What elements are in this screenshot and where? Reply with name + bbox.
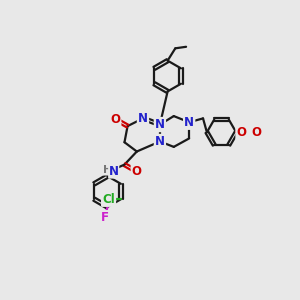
- Text: N: N: [109, 165, 119, 178]
- Text: O: O: [132, 165, 142, 178]
- Text: N: N: [184, 116, 194, 129]
- Text: Cl: Cl: [102, 193, 115, 206]
- Text: N: N: [138, 112, 148, 125]
- Text: O: O: [251, 126, 262, 139]
- Text: N: N: [155, 118, 165, 131]
- Text: H: H: [103, 165, 112, 175]
- Text: N: N: [155, 135, 165, 148]
- Text: F: F: [100, 211, 109, 224]
- Text: O: O: [110, 113, 120, 126]
- Text: O: O: [236, 126, 247, 139]
